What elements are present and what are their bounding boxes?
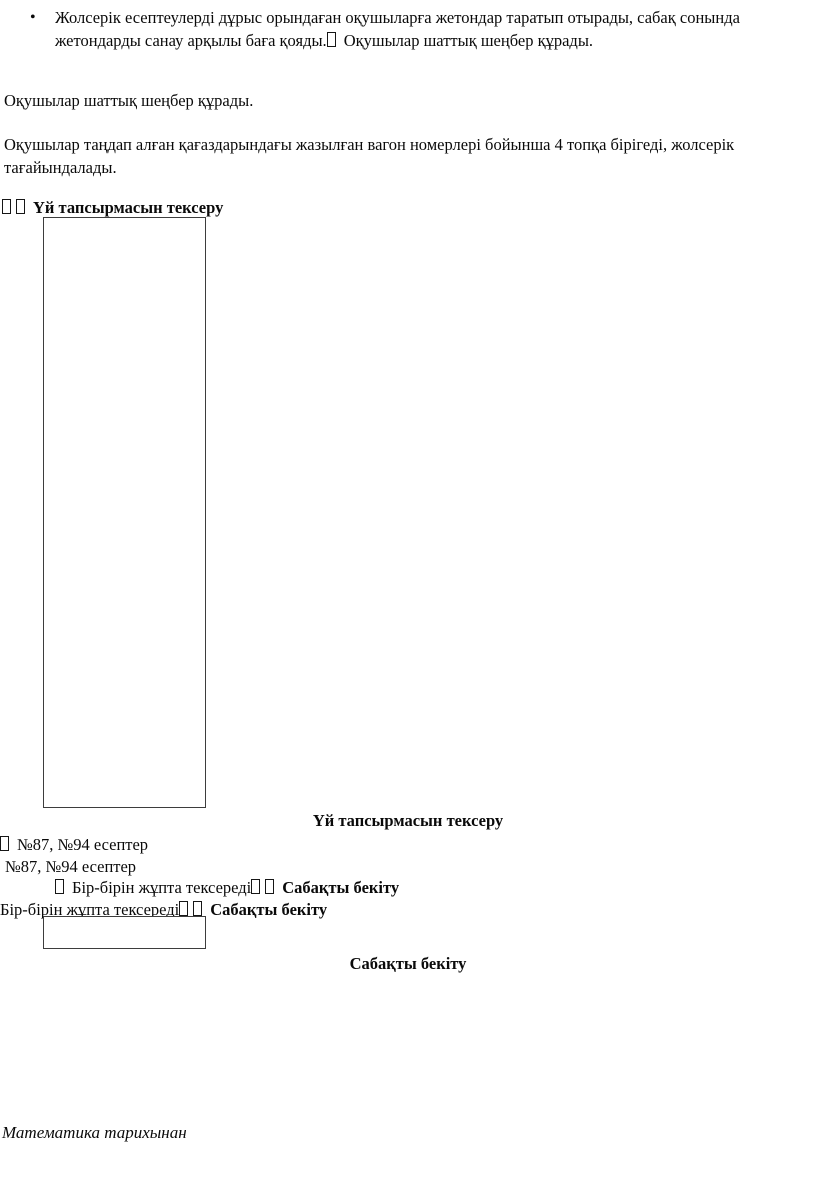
missing-glyph-icon: [2, 199, 11, 214]
pair-check-text-1: Бір-бірін жұпта тексереді: [72, 878, 252, 897]
footer-italic-text: Математика тарихынан: [2, 1123, 187, 1142]
pair-check-row-2: Бір-бірін жұпта тексереді Сабақты бекіту: [0, 899, 327, 921]
pair-check-row-1: Бір-бірін жұпта тексереді Сабақты бекіту: [55, 877, 399, 899]
paragraph-groups: Оқушылар таңдап алған қағаздарындағы жаз…: [4, 133, 814, 179]
homework-heading: Үй тапсырмасын тексеру: [33, 198, 224, 217]
task-line-2-text: №87, №94 есептер: [5, 857, 137, 876]
missing-glyph-icon: [55, 879, 64, 894]
image-placeholder-small: [43, 916, 206, 949]
bullet-line-1: Жолсерік есептеулерді дұрыс орындаған оқ…: [55, 8, 740, 27]
missing-glyph-icon: [265, 879, 275, 894]
task-line-1: №87, №94 есептер: [0, 834, 148, 856]
footer-italic: Математика тарихынан: [2, 1122, 187, 1144]
paragraph-circle-text: Оқушылар шаттық шеңбер құрады.: [4, 91, 254, 110]
image-placeholder-large: [43, 217, 206, 808]
homework-heading-centered: Үй тапсырмасын тексеру: [0, 810, 816, 832]
missing-glyph-icon: [251, 879, 261, 894]
paragraph-groups-line-2: тағайындалады.: [4, 158, 117, 177]
bekitu-heading-centered-text: Сабақты бекіту: [349, 954, 467, 973]
missing-glyph-icon: [0, 836, 9, 851]
task-line-2: №87, №94 есептер: [5, 856, 136, 878]
homework-heading-row: Үй тапсырмасын тексеру: [2, 197, 223, 219]
paragraph-groups-line-1: Оқушылар таңдап алған қағаздарындағы жаз…: [4, 135, 735, 154]
bullet-marker: •: [30, 9, 36, 26]
missing-glyph-icon: [179, 901, 189, 916]
missing-glyph-icon: [326, 32, 336, 47]
paragraph-circle: Оқушылар шаттық шеңбер құрады.: [4, 90, 253, 112]
bekitu-text-2: Сабақты бекіту: [210, 900, 328, 919]
bekitu-heading-centered: Сабақты бекіту: [0, 953, 816, 975]
missing-glyph-icon: [193, 901, 203, 916]
homework-heading-centered-text: Үй тапсырмасын тексеру: [312, 811, 504, 830]
bekitu-text-1: Сабақты бекіту: [282, 878, 400, 897]
bullet-line-2b: Оқушылар шаттық шеңбер құрады.: [343, 31, 594, 50]
task-line-1-text: №87, №94 есептер: [17, 835, 149, 854]
missing-glyph-icon: [16, 199, 25, 214]
bullet-line-2a: жетондарды санау арқылы баға қояды.: [55, 31, 327, 50]
bullet-paragraph: Жолсерік есептеулерді дұрыс орындаған оқ…: [55, 6, 812, 52]
pair-check-text-2: Бір-бірін жұпта тексереді: [0, 900, 180, 919]
